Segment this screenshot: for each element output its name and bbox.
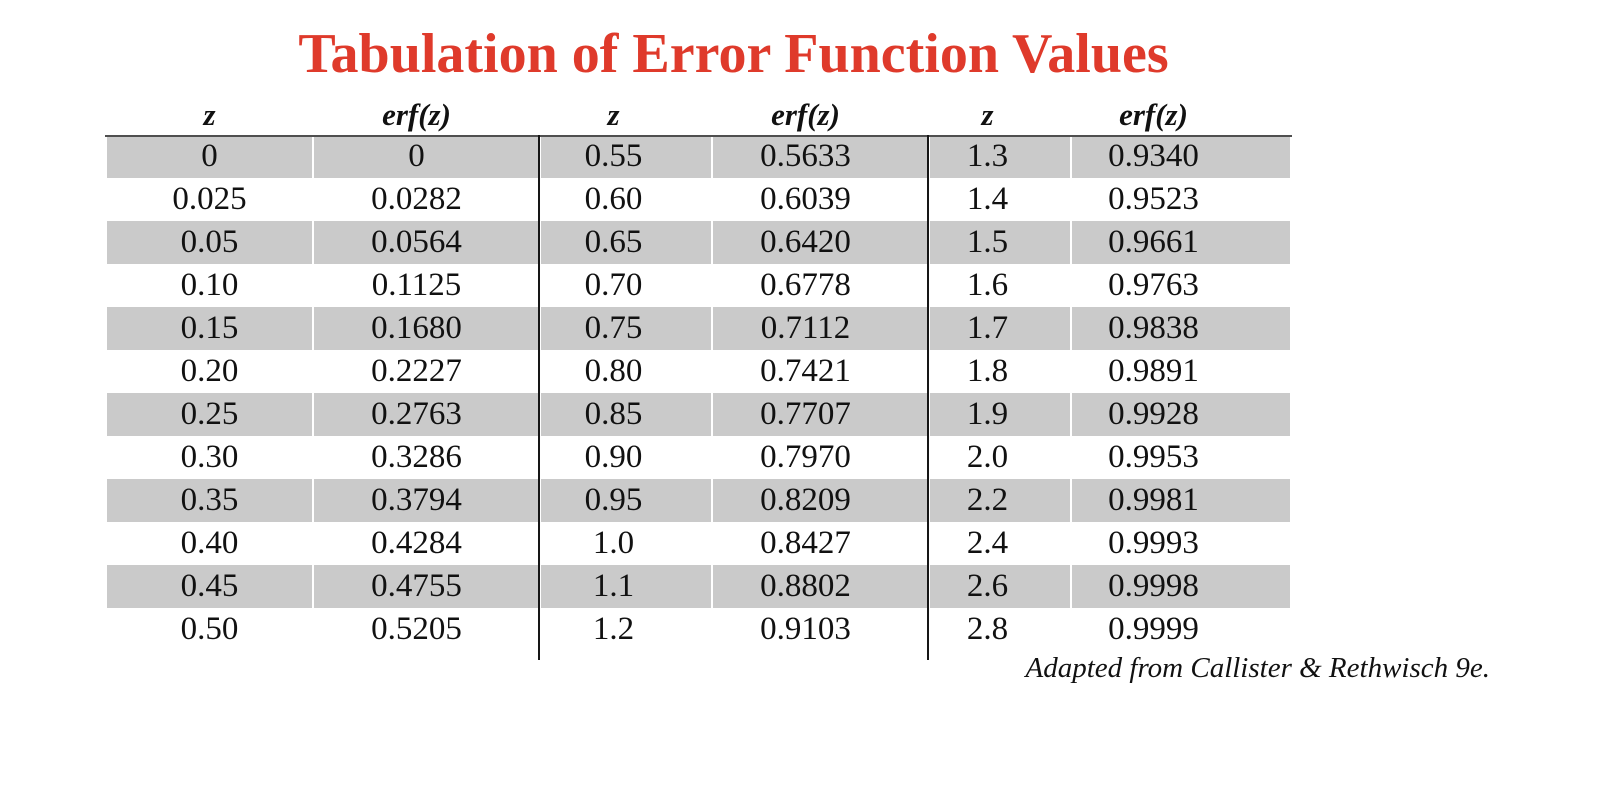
table-cell: 0.1125 <box>371 267 462 303</box>
table-cell: 0.7970 <box>760 439 851 475</box>
table-cell: 0.2763 <box>314 393 539 436</box>
table-cell: 0.8427 <box>760 525 851 561</box>
table-cell: 0.1680 <box>314 307 539 350</box>
table-cell: 1.2 <box>592 611 635 647</box>
table-cell: 0.30 <box>180 439 239 475</box>
table-header-row: z erf(z) z erf(z) z erf(z) <box>107 95 1290 135</box>
table-cell: 2.2 <box>930 479 1070 522</box>
page-title: Tabulation of Error Function Values <box>298 23 1169 85</box>
table-cell: 0.4284 <box>371 525 462 561</box>
table-cell: 0.4755 <box>314 565 539 608</box>
table-cell: 1.3 <box>930 135 1070 178</box>
table-cell: 0.15 <box>107 307 312 350</box>
table-cell: 0.3286 <box>371 439 462 475</box>
table-cell: 0.0282 <box>371 181 462 217</box>
table-cell: 0.9523 <box>1108 181 1199 217</box>
table-cell: 1.1 <box>541 565 711 608</box>
table-row: 0 0 0.55 0.5633 1.3 0.9340 <box>107 135 1290 178</box>
table-cell: 0 <box>314 135 539 178</box>
column-header-erf-1: erf(z) <box>382 97 451 132</box>
table-cell: 0.45 <box>107 565 312 608</box>
erf-table-container: z erf(z) z erf(z) z erf(z) 0 0 0.55 0.5633 1… <box>105 95 1292 660</box>
table-row: 0.30 0.3286 0.90 0.7970 2.0 0.9953 <box>107 436 1290 479</box>
column-header-z-1: z <box>203 97 216 132</box>
column-header-z-3: z <box>981 97 994 132</box>
table-row: 0.025 0.0282 0.60 0.6039 1.4 0.9523 <box>107 178 1290 221</box>
table-cell: 0.9928 <box>1072 393 1290 436</box>
table-row: 0.20 0.2227 0.80 0.7421 1.8 0.9891 <box>107 350 1290 393</box>
table-cell: 1.8 <box>966 353 1009 389</box>
table-row: 0.10 0.1125 0.70 0.6778 1.6 0.9763 <box>107 264 1290 307</box>
table-cell: 0.9838 <box>1072 307 1290 350</box>
table-cell: 2.6 <box>930 565 1070 608</box>
table-cell: 1.5 <box>930 221 1070 264</box>
table-cell: 0.9763 <box>1108 267 1199 303</box>
table-cell: 2.4 <box>966 525 1009 561</box>
table-cell: 0.35 <box>107 479 312 522</box>
table-cell: 0.6039 <box>760 181 851 217</box>
table-cell: 0.9103 <box>760 611 851 647</box>
source-credit: Adapted from Callister & Rethwisch 9e. <box>1025 652 1491 684</box>
table-cell: 0.95 <box>541 479 711 522</box>
table-cell: 0 <box>107 135 312 178</box>
table-cell: 0.8802 <box>713 565 928 608</box>
table-cell: 0.40 <box>180 525 239 561</box>
table-cell: 0.9661 <box>1072 221 1290 264</box>
table-cell: 0.55 <box>541 135 711 178</box>
table-cell: 2.0 <box>966 439 1009 475</box>
table-row: 0.25 0.2763 0.85 0.7707 1.9 0.9928 <box>107 393 1290 436</box>
table-cell: 1.0 <box>592 525 635 561</box>
table-cell: 0.70 <box>584 267 643 303</box>
table-cell: 0.6420 <box>713 221 928 264</box>
table-cell: 0.50 <box>180 611 239 647</box>
table-row: 0.45 0.4755 1.1 0.8802 2.6 0.9998 <box>107 565 1290 608</box>
table-cell: 0.9999 <box>1108 611 1199 647</box>
column-group-divider-2 <box>927 135 929 660</box>
table-cell: 0.20 <box>180 353 239 389</box>
table-cell: 0.0564 <box>314 221 539 264</box>
table-cell: 0.10 <box>180 267 239 303</box>
table-cell: 0.7421 <box>760 353 851 389</box>
column-header-erf-2: erf(z) <box>771 97 840 132</box>
table-cell: 1.4 <box>966 181 1009 217</box>
table-cell: 2.8 <box>966 611 1009 647</box>
table-cell: 0.7112 <box>713 307 928 350</box>
table-cell: 0.9953 <box>1108 439 1199 475</box>
table-cell: 1.9 <box>930 393 1070 436</box>
table-row: 0.50 0.5205 1.2 0.9103 2.8 0.9999 <box>107 608 1290 651</box>
table-cell: 0.05 <box>107 221 312 264</box>
table-cell: 0.80 <box>584 353 643 389</box>
erf-values-table: z erf(z) z erf(z) z erf(z) 0 0 0.55 0.5633 1… <box>105 95 1292 651</box>
table-cell: 0.9998 <box>1072 565 1290 608</box>
table-cell: 0.60 <box>584 181 643 217</box>
table-cell: 0.5205 <box>371 611 462 647</box>
header-underline-rule <box>105 135 1292 137</box>
table-cell: 0.9340 <box>1072 135 1290 178</box>
column-header-erf-3: erf(z) <box>1119 97 1188 132</box>
table-row: 0.05 0.0564 0.65 0.6420 1.5 0.9661 <box>107 221 1290 264</box>
table-cell: 0.9993 <box>1108 525 1199 561</box>
table-cell: 0.65 <box>541 221 711 264</box>
table-cell: 0.25 <box>107 393 312 436</box>
table-row: 0.35 0.3794 0.95 0.8209 2.2 0.9981 <box>107 479 1290 522</box>
table-cell: 0.85 <box>541 393 711 436</box>
table-cell: 0.5633 <box>713 135 928 178</box>
table-row: 0.15 0.1680 0.75 0.7112 1.7 0.9838 <box>107 307 1290 350</box>
column-header-z-2: z <box>607 97 620 132</box>
table-cell: 0.2227 <box>371 353 462 389</box>
table-cell: 0.6778 <box>760 267 851 303</box>
table-cell: 0.8209 <box>713 479 928 522</box>
table-cell: 1.6 <box>966 267 1009 303</box>
table-row: 0.40 0.4284 1.0 0.8427 2.4 0.9993 <box>107 522 1290 565</box>
table-cell: 0.3794 <box>314 479 539 522</box>
table-cell: 1.7 <box>930 307 1070 350</box>
table-cell: 0.9891 <box>1108 353 1199 389</box>
table-cell: 0.90 <box>584 439 643 475</box>
table-cell: 0.025 <box>172 181 247 217</box>
column-group-divider-1 <box>538 135 540 660</box>
table-cell: 0.7707 <box>713 393 928 436</box>
table-cell: 0.9981 <box>1072 479 1290 522</box>
table-cell: 0.75 <box>541 307 711 350</box>
